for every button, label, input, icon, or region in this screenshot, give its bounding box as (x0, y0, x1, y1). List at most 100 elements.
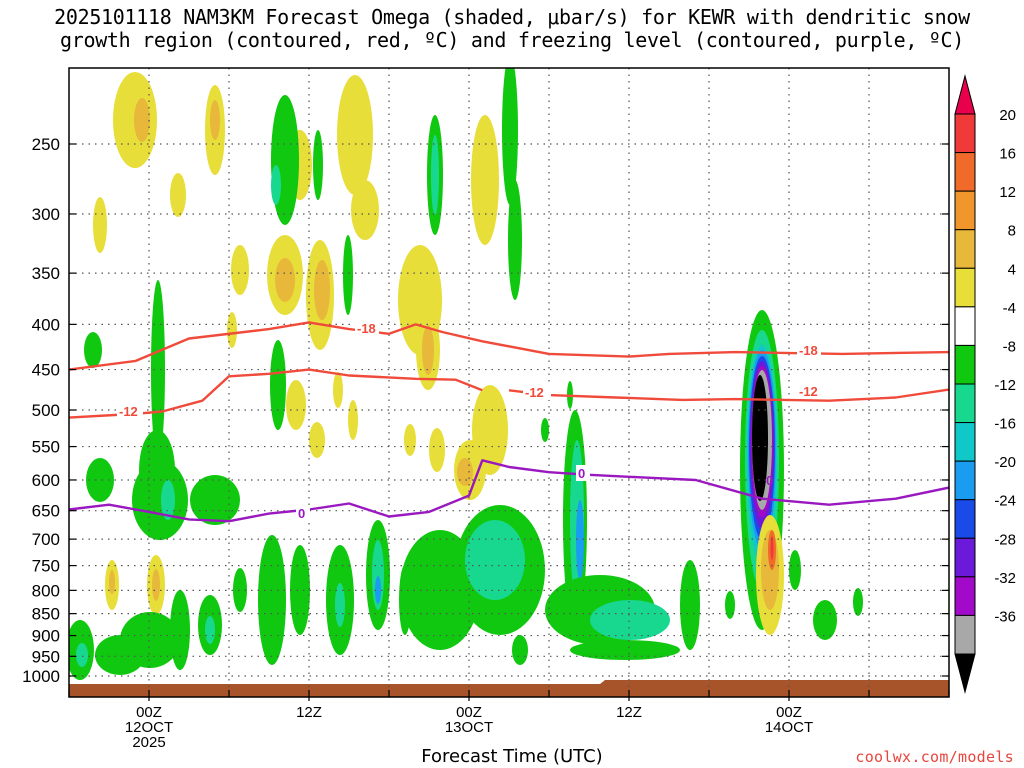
x-tick-label: 00Z (776, 704, 802, 721)
omega-cell (335, 583, 345, 627)
colorbar-label: -8 (1003, 338, 1016, 355)
colorbar-label: 16 (999, 146, 1016, 163)
colorbar-label: -24 (994, 493, 1016, 510)
colorbar-segment (954, 229, 976, 269)
y-tick-label: 250 (32, 135, 60, 154)
contour--12 (69, 368, 483, 419)
contour-label: -18 (799, 343, 818, 358)
omega-cell (152, 569, 160, 601)
omega-cell (541, 418, 549, 442)
colorbar-segment (954, 537, 976, 578)
omega-cell (502, 68, 518, 205)
omega-cell (343, 235, 353, 315)
colorbar-label: -12 (994, 377, 1016, 394)
omega-cell (576, 500, 584, 580)
colorbar-segment (954, 152, 976, 192)
chart-title: 2025101118 NAM3KM Forecast Omega (shaded… (0, 6, 1024, 52)
y-tick-label: 950 (32, 647, 60, 666)
colorbar-segment (954, 614, 976, 655)
x-tick-label: 00Z (456, 704, 482, 721)
colorbar-label: 8 (1008, 223, 1016, 240)
omega-cell (429, 428, 445, 472)
omega-cell (457, 458, 473, 486)
omega-cell (290, 545, 310, 635)
y-tick-label: 500 (32, 401, 60, 420)
colorbar-arrow-bottom (954, 653, 976, 694)
y-tick-label: 850 (32, 605, 60, 624)
colorbar-label: 20 (999, 107, 1016, 124)
omega-cell (233, 568, 247, 612)
y-tick-label: 350 (32, 264, 60, 283)
y-tick-label: 550 (32, 438, 60, 457)
omega-cell (271, 95, 299, 225)
colorbar-label: -28 (994, 531, 1016, 548)
omega-cell (95, 635, 145, 675)
contour-label: -12 (799, 384, 818, 399)
omega-cell (372, 540, 384, 610)
omega-cell (93, 197, 107, 253)
omega-cell (404, 424, 416, 456)
y-tick-label: 450 (32, 361, 60, 380)
colorbar-segment (954, 306, 976, 346)
omega-cell (314, 260, 330, 320)
omega-cell (309, 422, 325, 458)
omega-cell (270, 340, 286, 430)
contour--18 (69, 321, 949, 371)
contour-label: -12 (525, 385, 544, 400)
omega-cell (84, 332, 102, 368)
y-tick-label: 750 (32, 557, 60, 576)
x-tick-label: 12Z (616, 704, 642, 721)
chart-title-line-1: 2025101118 NAM3KM Forecast Omega (shaded… (54, 5, 970, 29)
colorbar-label: 12 (999, 184, 1016, 201)
omega-cell (570, 640, 680, 660)
colorbar-label: -32 (994, 570, 1016, 587)
y-axis: 250 300 350 400 450 500 550 600 650 700 750 800 850 9… (22, 135, 949, 686)
y-tick-label: 1000 (22, 667, 60, 686)
omega-cell (770, 536, 774, 560)
y-tick-label: 800 (32, 581, 60, 600)
terrain-strip (69, 680, 949, 697)
x-tick-label: 00Z (136, 704, 162, 721)
contour-0 (69, 459, 949, 523)
omega-cell (725, 591, 735, 619)
colorbar-label: -4 (1003, 300, 1016, 317)
omega-cell (286, 380, 306, 430)
contour-label: 0 (766, 473, 773, 488)
omega-cell (313, 130, 323, 200)
colorbar-segment (954, 576, 976, 616)
credit-text: coolwx.com/models (855, 748, 1014, 766)
dgz-contour-labels: -18 -12 -12 -18 -12 (117, 320, 821, 419)
omega-cell (161, 480, 175, 520)
omega-cell (752, 375, 768, 501)
omega-cell (170, 590, 190, 670)
colorbar-segment (954, 422, 976, 462)
colorbar-segment (954, 190, 976, 231)
contour-label: -12 (119, 404, 138, 419)
omega-cell (471, 115, 499, 245)
omega-cell (680, 560, 700, 650)
omega-cell (512, 635, 528, 665)
y-tick-label: 650 (32, 502, 60, 521)
omega-cell (231, 245, 249, 295)
omega-cell (333, 372, 343, 408)
grid-lines (69, 68, 949, 697)
omega-cell (205, 616, 215, 644)
y-tick-label: 300 (32, 205, 60, 224)
omega-cell (375, 576, 381, 604)
omega-cell (465, 520, 525, 600)
omega-cell (134, 98, 150, 142)
colorbar-label: -20 (994, 454, 1016, 471)
omega-cell (210, 100, 220, 140)
omega-cell (813, 600, 837, 640)
colorbar-label: 4 (1008, 261, 1016, 278)
colorbar: 20 16 12 8 4 -4 -8 -12 -16 -20 -24 -28 -32 -36 (954, 74, 1016, 694)
omega-cell (109, 570, 115, 594)
colorbar-segment (954, 499, 976, 539)
omega-cell (76, 643, 88, 667)
omega-cell (337, 75, 373, 195)
colorbar-segment (954, 383, 976, 424)
omega-cell (422, 325, 434, 375)
x-tick-label: 12OCT (125, 719, 173, 736)
